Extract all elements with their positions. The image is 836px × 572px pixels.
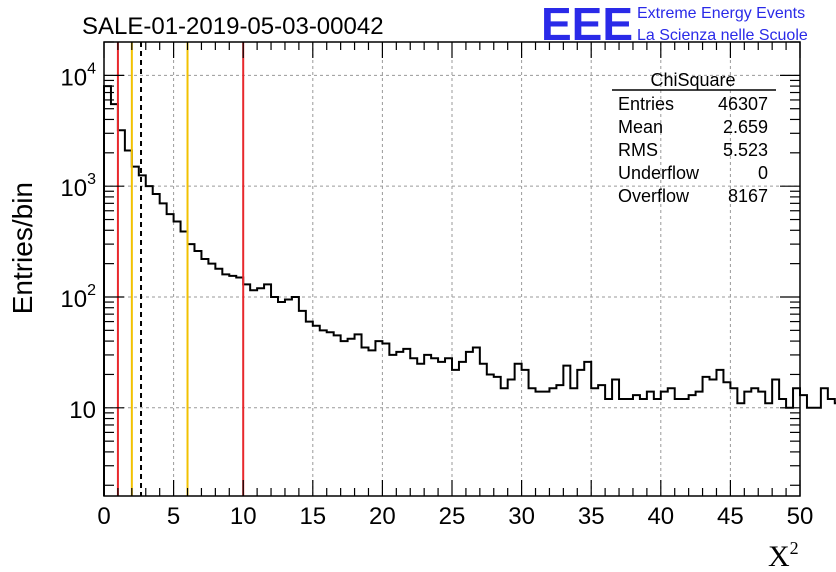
- x-tick-label: 35: [578, 503, 605, 530]
- x-tick-label: 20: [369, 503, 396, 530]
- x-tick-label: 5: [167, 503, 180, 530]
- stats-label: Mean: [618, 117, 663, 137]
- stats-value: 2.659: [723, 117, 768, 137]
- stats-value: 0: [758, 163, 768, 183]
- stats-value: 46307: [718, 94, 768, 114]
- y-tick-base: 10: [60, 64, 87, 91]
- stats-label: Entries: [618, 94, 674, 114]
- grid-lines: [104, 42, 800, 496]
- x-tick-label: 15: [299, 503, 326, 530]
- y-tick-label: 10: [69, 397, 96, 424]
- chart-title: SALE-01-2019-05-03-00042: [82, 13, 384, 40]
- y-tick-label: 104: [60, 60, 96, 91]
- stats-value: 5.523: [723, 140, 768, 160]
- y-tick-base: 10: [60, 175, 87, 202]
- x-axis-label-base: X: [768, 540, 790, 572]
- y-tick-label: 102: [60, 282, 96, 313]
- x-tick-label: 30: [508, 503, 535, 530]
- x-tick-label: 40: [647, 503, 674, 530]
- y-tick-base: 10: [69, 397, 96, 424]
- y-tick-exp: 2: [87, 282, 96, 299]
- stats-label: RMS: [618, 140, 658, 160]
- y-tick-exp: 4: [87, 60, 96, 77]
- x-tick-label: 10: [230, 503, 257, 530]
- x-tick-label: 25: [439, 503, 466, 530]
- x-axis-label: X2: [768, 538, 799, 572]
- stats-value: 8167: [728, 186, 768, 206]
- x-tick-label: 0: [97, 503, 110, 530]
- x-axis-label-exp: 2: [790, 538, 799, 558]
- x-tick-label: 50: [787, 503, 814, 530]
- y-tick-exp: 3: [87, 171, 96, 188]
- x-axis-ticks: 0 5 10 15 20 25 30 35 40 45 50: [97, 42, 813, 530]
- logo-line1: Extreme Energy Events: [637, 5, 805, 22]
- y-axis-label: Entries/bin: [7, 182, 38, 314]
- x-tick-label: 45: [717, 503, 744, 530]
- cut-lines: [116, 42, 245, 496]
- stats-title: ChiSquare: [650, 70, 735, 90]
- stats-label: Overflow: [618, 186, 690, 206]
- eee-logo: EEE Extreme Energy Events La Scienza nel…: [541, 0, 808, 50]
- y-tick-base: 10: [60, 286, 87, 313]
- y-tick-label: 103: [60, 171, 96, 202]
- stats-box: ChiSquare Entries 46307 Mean 2.659 RMS 5.523 U…: [612, 70, 776, 206]
- logo-line2: La Scienza nelle Scuole: [637, 27, 808, 44]
- stats-label: Underflow: [618, 163, 700, 183]
